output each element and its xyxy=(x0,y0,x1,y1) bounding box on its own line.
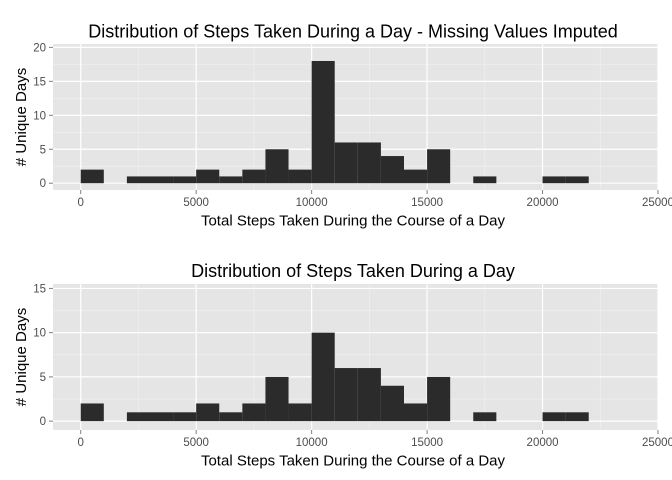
x-tick-labels: 0 5000 10000 15000 20000 25000 xyxy=(78,437,672,449)
histogram-bar xyxy=(473,412,497,422)
tick-marks xyxy=(49,287,659,434)
x-tick-label: 25000 xyxy=(642,197,672,209)
histogram-bars xyxy=(80,332,589,422)
y-tick-label: 5 xyxy=(40,144,46,156)
x-tick-label: 0 xyxy=(78,197,84,209)
x-tick-label: 0 xyxy=(78,437,84,449)
histogram-bar xyxy=(80,403,104,422)
x-tick-label: 25000 xyxy=(642,437,672,449)
y-tick-label: 15 xyxy=(33,76,46,88)
histogram-bar xyxy=(542,176,566,184)
histogram-bar xyxy=(427,376,451,422)
y-tick-label: 10 xyxy=(33,328,46,340)
y-tick-label: 20 xyxy=(33,42,46,54)
histogram-bar xyxy=(265,149,289,184)
y-tick-labels: 0 5 10 15 20 xyxy=(33,42,46,190)
x-tick-label: 5000 xyxy=(183,437,209,449)
histogram-bar xyxy=(311,332,335,422)
x-tick-label: 10000 xyxy=(296,437,328,449)
x-tick-label: 10000 xyxy=(296,197,328,209)
chart-title: Distribution of Steps Taken During a Day… xyxy=(88,22,618,42)
y-axis-title: # Unique Days xyxy=(13,308,30,406)
y-tick-labels: 0 5 10 15 xyxy=(33,283,46,428)
x-tick-label: 5000 xyxy=(183,197,209,209)
histogram-bar xyxy=(311,60,335,184)
histogram-bars xyxy=(80,60,589,184)
histogram-bar xyxy=(80,169,104,184)
y-tick-label: 15 xyxy=(33,283,46,295)
y-tick-label: 0 xyxy=(40,178,46,190)
histogram-bar xyxy=(173,176,197,184)
tick-marks xyxy=(49,46,659,194)
histogram-bar xyxy=(334,142,358,184)
x-tick-labels: 0 5000 10000 15000 20000 25000 xyxy=(78,197,672,209)
histogram-bar xyxy=(403,403,428,422)
histogram-bar xyxy=(219,176,243,184)
y-tick-label: 0 xyxy=(40,416,46,428)
y-tick-label: 5 xyxy=(40,372,46,384)
histogram-bar xyxy=(126,412,150,422)
histogram-bar xyxy=(380,385,404,422)
x-tick-label: 20000 xyxy=(527,437,559,449)
histogram-bar xyxy=(565,176,589,184)
histogram-bar xyxy=(265,376,289,422)
histogram-bar xyxy=(149,412,174,422)
histogram-bar xyxy=(173,412,197,422)
y-tick-label: 10 xyxy=(33,110,46,122)
x-axis-title: Total Steps Taken During the Course of a… xyxy=(201,453,506,470)
histogram-bar xyxy=(196,403,220,422)
chart-title: Distribution of Steps Taken During a Day xyxy=(191,261,515,281)
y-axis-title: # Unique Days xyxy=(13,68,30,166)
histogram-bar xyxy=(565,412,589,422)
histogram-bar xyxy=(403,169,428,184)
x-axis-title: Total Steps Taken During the Course of a… xyxy=(201,213,506,230)
histogram-bar xyxy=(357,368,381,422)
histogram-bar xyxy=(288,169,312,184)
histogram-bar xyxy=(334,368,358,422)
chart-original: Distribution of Steps Taken During a Day… xyxy=(13,261,672,470)
histogram-bar xyxy=(196,169,220,184)
histogram-bar xyxy=(427,149,451,184)
histogram-bar xyxy=(242,169,266,184)
histogram-bar xyxy=(357,142,381,184)
histogram-bar xyxy=(149,176,174,184)
x-tick-label: 15000 xyxy=(411,437,443,449)
histogram-bar xyxy=(242,403,266,422)
chart-imputed: Distribution of Steps Taken During a Day… xyxy=(13,22,672,230)
histogram-bar xyxy=(473,176,497,184)
histogram-bar xyxy=(380,156,404,184)
histogram-bar xyxy=(219,412,243,422)
histogram-bar xyxy=(288,403,312,422)
histogram-bar xyxy=(126,176,150,184)
x-tick-label: 15000 xyxy=(411,197,443,209)
histogram-bar xyxy=(542,412,566,422)
x-tick-label: 20000 xyxy=(527,197,559,209)
